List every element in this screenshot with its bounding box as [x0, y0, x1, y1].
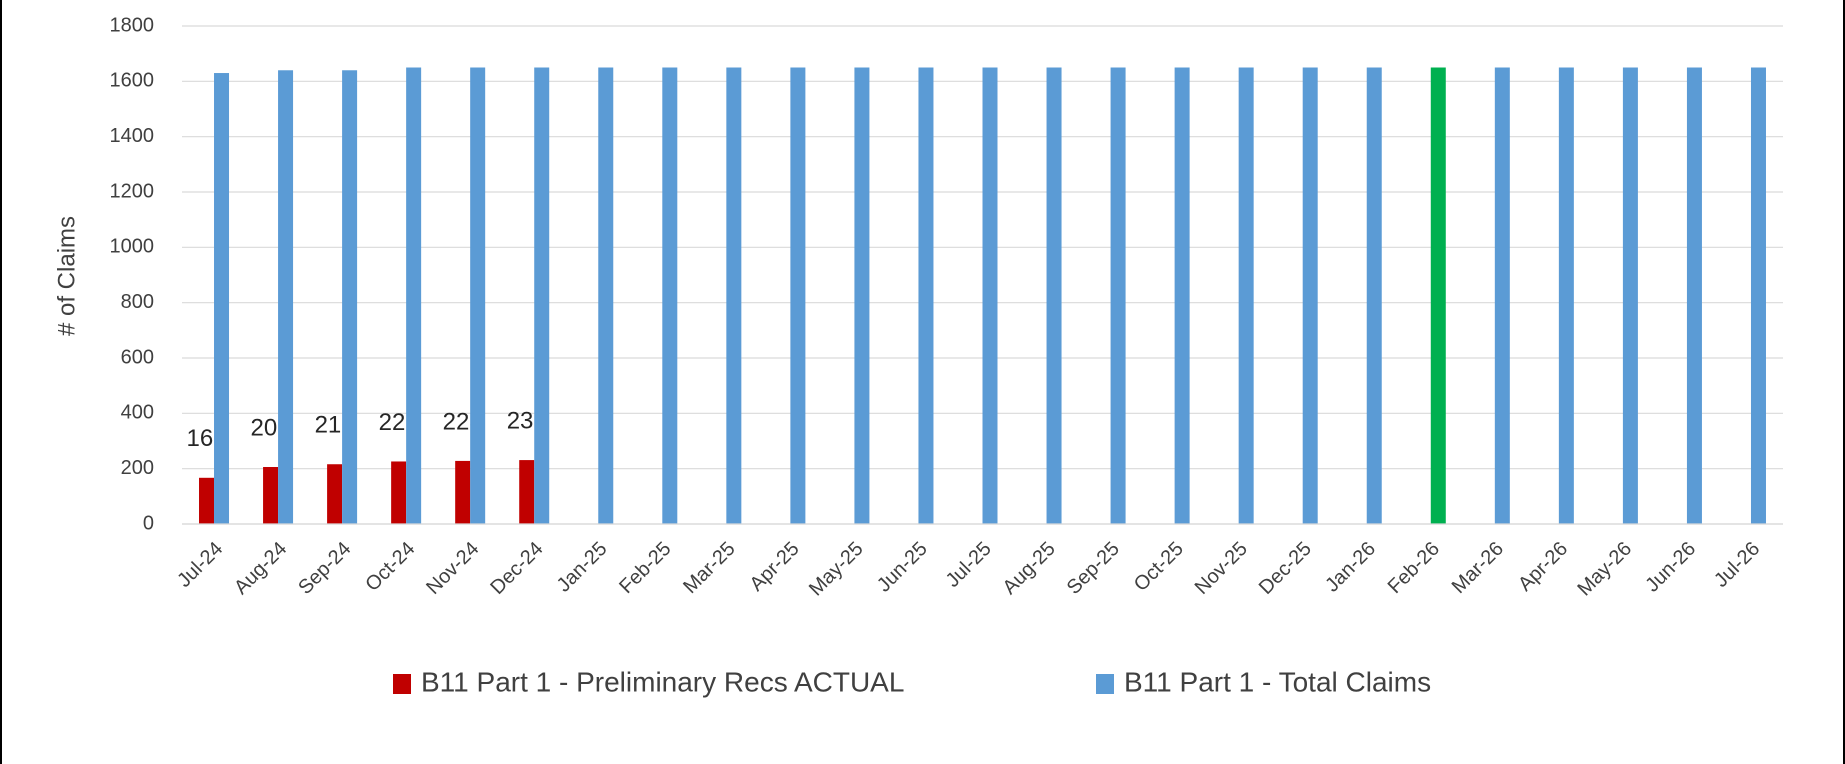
x-tick-label: Jan-26	[1321, 538, 1380, 597]
bar	[662, 67, 678, 524]
bar	[1110, 67, 1126, 524]
bar	[1750, 67, 1766, 524]
y-tick-label: 400	[121, 402, 154, 424]
x-tick-label: Jun-25	[873, 538, 932, 597]
x-tick-label: Nov-25	[1191, 538, 1252, 599]
x-tick-label: Oct-25	[1130, 538, 1188, 596]
bar	[1302, 67, 1318, 524]
x-tick-label: Jul-26	[1710, 538, 1764, 592]
bar	[854, 67, 870, 524]
bar	[790, 67, 806, 524]
x-tick-label: Aug-25	[999, 538, 1060, 599]
x-tick-label: Feb-25	[615, 538, 675, 598]
x-tick-label: May-26	[1573, 538, 1636, 601]
x-tick-label: Aug-24	[230, 538, 291, 599]
x-tick-label: May-25	[805, 538, 868, 601]
bar	[519, 460, 535, 524]
y-tick-label: 0	[143, 512, 154, 534]
legend-label: B11 Part 1 - Preliminary Recs ACTUAL	[421, 666, 904, 697]
bar	[406, 67, 422, 524]
x-tick-label: Mar-25	[679, 538, 739, 598]
y-tick-label: 1200	[110, 180, 155, 202]
bar	[982, 67, 998, 524]
bar	[1430, 67, 1446, 524]
bar	[1494, 67, 1510, 524]
bar	[199, 477, 215, 524]
bar	[726, 67, 742, 524]
x-tick-label: Dec-24	[486, 538, 547, 599]
bar	[1174, 67, 1190, 524]
x-tick-label: Dec-25	[1255, 538, 1316, 599]
x-tick-label: Oct-24	[361, 538, 419, 596]
y-axis-title: # of Claims	[53, 216, 80, 336]
bar	[1558, 67, 1574, 524]
bar	[918, 67, 934, 524]
x-tick-label: Jul-25	[942, 538, 996, 592]
x-tick-label: Apr-26	[1514, 538, 1572, 596]
bar	[534, 67, 550, 524]
legend-label: B11 Part 1 - Total Claims	[1124, 666, 1431, 697]
bar	[214, 73, 230, 525]
x-tick-label: Jul-24	[173, 538, 227, 592]
bar	[391, 461, 407, 524]
y-tick-label: 1000	[110, 236, 155, 258]
x-tick-label: Mar-26	[1448, 538, 1508, 598]
bar	[1366, 67, 1382, 524]
y-tick-label: 600	[121, 346, 154, 368]
x-tick-label: Feb-26	[1384, 538, 1444, 598]
y-tick-label: 800	[121, 291, 154, 313]
y-tick-label: 1600	[110, 70, 155, 92]
y-tick-label: 1400	[110, 125, 155, 147]
legend-swatch	[1096, 674, 1114, 694]
x-tick-label: Sep-25	[1063, 538, 1124, 599]
x-tick-label: Apr-25	[746, 538, 804, 596]
x-tick-label: Nov-24	[422, 538, 483, 599]
y-tick-label: 200	[121, 457, 154, 479]
bar	[1046, 67, 1062, 524]
bar	[278, 70, 294, 525]
bar	[1622, 67, 1638, 524]
bar	[1686, 67, 1702, 524]
bar	[263, 467, 279, 524]
x-tick-label: Jun-26	[1641, 538, 1700, 597]
legend-swatch	[393, 674, 411, 694]
bar	[455, 460, 471, 524]
bar	[342, 70, 358, 525]
bar	[327, 464, 343, 524]
bar	[1238, 67, 1254, 524]
x-tick-label: Jan-25	[553, 538, 612, 597]
bar	[470, 67, 486, 524]
bar	[598, 67, 614, 524]
y-tick-label: 1800	[110, 14, 155, 36]
x-tick-label: Sep-24	[294, 538, 355, 599]
